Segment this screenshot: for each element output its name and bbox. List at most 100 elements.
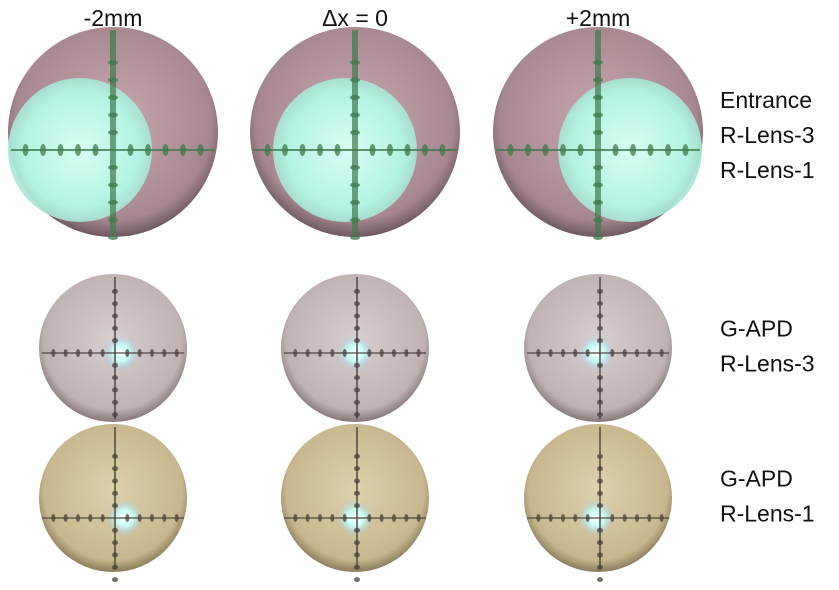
scale-mark bbox=[108, 78, 118, 83]
scale-mark bbox=[593, 235, 603, 240]
scale-mark bbox=[593, 130, 603, 135]
scale-mark bbox=[125, 514, 129, 522]
scale-mark bbox=[597, 503, 603, 508]
scale-mark bbox=[145, 144, 151, 156]
scale-mark bbox=[343, 514, 347, 522]
scale-mark bbox=[58, 144, 64, 156]
scale-mark bbox=[64, 514, 68, 522]
column-label: +2mm bbox=[566, 5, 631, 31]
scale-mark bbox=[597, 326, 603, 331]
scale-mark bbox=[597, 577, 603, 582]
scale-mark bbox=[108, 218, 118, 223]
microscope-image bbox=[250, 27, 460, 240]
scale-mark bbox=[354, 326, 360, 331]
scale-mark bbox=[108, 130, 118, 135]
scale-mark bbox=[330, 349, 334, 357]
page: {"columns": ["-2mm", "Δx = 0", "+2mm"], … bbox=[0, 0, 839, 590]
scale-mark bbox=[108, 165, 118, 170]
scale-mark bbox=[112, 388, 118, 393]
scale-mark bbox=[354, 363, 360, 368]
scale-mark bbox=[112, 565, 118, 570]
scale-mark bbox=[597, 301, 603, 306]
scale-mark bbox=[101, 514, 105, 522]
row-label: R-Lens-3 bbox=[720, 122, 815, 148]
scale-mark bbox=[586, 349, 590, 357]
scale-mark bbox=[350, 218, 360, 223]
scale-mark bbox=[354, 528, 360, 533]
scale-mark bbox=[354, 540, 360, 545]
scale-mark bbox=[112, 479, 118, 484]
scale-mark bbox=[367, 349, 371, 357]
scale-mark bbox=[367, 514, 371, 522]
scale-mark bbox=[597, 565, 603, 570]
scale-mark bbox=[635, 514, 639, 522]
scale-mark bbox=[163, 144, 169, 156]
scale-mark bbox=[573, 514, 577, 522]
scale-mark bbox=[593, 218, 603, 223]
scale-mark bbox=[88, 514, 92, 522]
microscope-image bbox=[39, 274, 187, 422]
scale-mark bbox=[162, 514, 166, 522]
scale-mark bbox=[293, 514, 297, 522]
scale-mark bbox=[354, 301, 360, 306]
scale-mark bbox=[683, 144, 689, 156]
scale-mark bbox=[660, 349, 664, 357]
scale-mark bbox=[647, 349, 651, 357]
scale-mark bbox=[586, 514, 590, 522]
scale-mark bbox=[354, 289, 360, 294]
scale-mark bbox=[112, 400, 118, 405]
scale-mark bbox=[665, 144, 671, 156]
scale-mark bbox=[40, 144, 46, 156]
row-label: Entrance bbox=[720, 87, 812, 113]
scale-mark bbox=[112, 289, 118, 294]
scale-mark bbox=[180, 144, 186, 156]
scale-mark bbox=[593, 78, 603, 83]
scale-mark bbox=[597, 363, 603, 368]
scale-mark bbox=[306, 349, 310, 357]
scale-mark bbox=[536, 349, 540, 357]
scale-mark bbox=[635, 349, 639, 357]
scale-mark bbox=[549, 349, 553, 357]
scale-mark bbox=[354, 375, 360, 380]
microscope-image bbox=[524, 274, 672, 422]
scale-mark bbox=[597, 466, 603, 471]
scale-mark bbox=[128, 144, 134, 156]
scale-mark bbox=[300, 144, 306, 156]
microscope-image bbox=[39, 424, 187, 582]
scale-mark bbox=[265, 144, 271, 156]
scale-mark bbox=[112, 326, 118, 331]
scale-mark bbox=[318, 349, 322, 357]
scale-mark bbox=[51, 514, 55, 522]
scale-mark bbox=[354, 412, 360, 417]
scale-mark bbox=[623, 349, 627, 357]
scale-mark bbox=[112, 363, 118, 368]
scale-mark bbox=[354, 454, 360, 459]
scale-mark bbox=[597, 412, 603, 417]
microscope-image bbox=[524, 424, 672, 582]
scale-mark bbox=[125, 349, 129, 357]
scale-mark bbox=[112, 553, 118, 558]
scale-mark bbox=[610, 514, 614, 522]
scale-mark bbox=[112, 466, 118, 471]
scale-mark bbox=[306, 514, 310, 522]
scale-mark bbox=[392, 514, 396, 522]
scale-mark bbox=[354, 577, 360, 582]
scale-mark bbox=[593, 165, 603, 170]
scale-mark bbox=[350, 78, 360, 83]
scale-mark bbox=[597, 400, 603, 405]
scale-mark bbox=[508, 144, 514, 156]
lens-view bbox=[524, 424, 672, 572]
scale-mark bbox=[597, 479, 603, 484]
scale-mark bbox=[354, 553, 360, 558]
scale-mark bbox=[354, 565, 360, 570]
scale-mark bbox=[525, 144, 531, 156]
scale-mark bbox=[630, 144, 636, 156]
scale-mark bbox=[175, 349, 179, 357]
scale-mark bbox=[112, 454, 118, 459]
scale-mark bbox=[354, 400, 360, 405]
scale-mark bbox=[404, 349, 408, 357]
figure: -2mmΔx = 0+2mmEntranceR-Lens-3R-Lens-1G-… bbox=[0, 0, 839, 590]
scale-mark bbox=[648, 144, 654, 156]
scale-mark bbox=[343, 349, 347, 357]
scale-mark bbox=[88, 349, 92, 357]
